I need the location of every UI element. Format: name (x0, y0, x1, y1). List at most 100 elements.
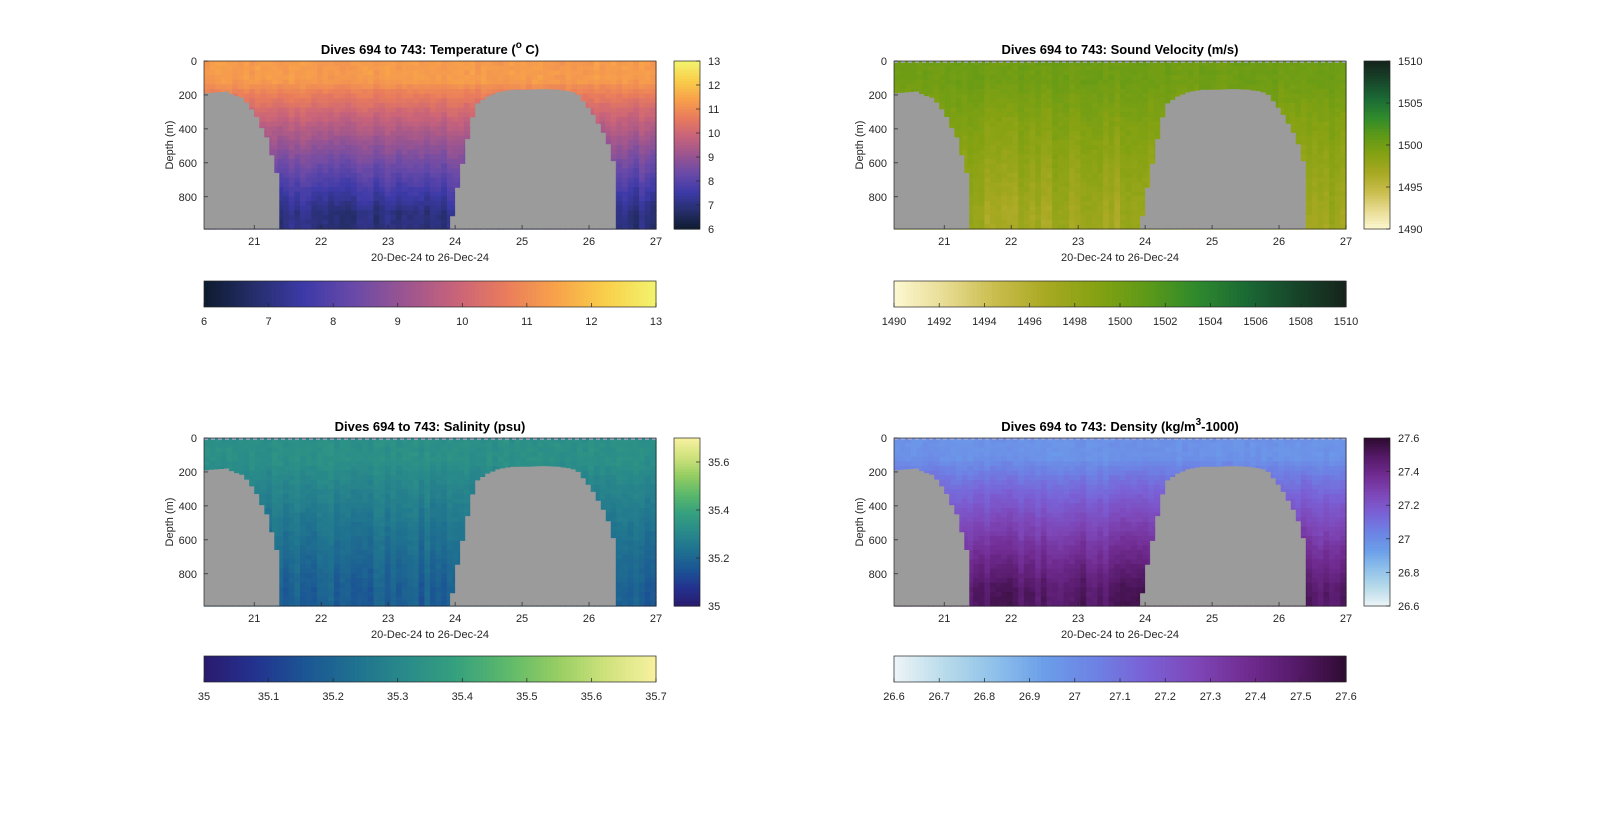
heatmap-cell (294, 61, 301, 67)
heatmap-cell (362, 215, 369, 221)
heatmap-cell (1159, 89, 1166, 95)
heatmap-cell (1018, 135, 1025, 141)
heatmap-cell (1114, 187, 1121, 193)
heatmap-cell (1086, 159, 1093, 165)
heatmap-cell (407, 159, 414, 165)
heatmap-cell (277, 215, 284, 221)
heatmap-cell (424, 121, 431, 127)
heatmap-cell (1120, 131, 1127, 137)
hcolorbar-segment (222, 281, 228, 307)
heatmap-cell (424, 210, 431, 216)
heatmap-cell (305, 205, 312, 211)
heatmap-cell (254, 112, 262, 118)
heatmap-cell (424, 61, 431, 67)
heatmap-cell (345, 84, 352, 90)
heatmap-cell (430, 61, 437, 67)
heatmap-cell (424, 177, 431, 183)
heatmap-cell (1080, 149, 1087, 155)
heatmap-cell (294, 65, 301, 71)
heatmap-cell (283, 215, 290, 221)
heatmap-cell (610, 70, 618, 76)
heatmap-cell (1035, 173, 1042, 179)
heatmap-cell (350, 112, 358, 118)
heatmap-cell (413, 205, 420, 211)
heatmap-cell (260, 112, 267, 118)
heatmap-cell (413, 201, 420, 207)
heatmap-cell (1057, 79, 1065, 85)
heatmap-cell (317, 182, 324, 188)
heatmap-cell (984, 224, 991, 230)
heatmap-cell (1131, 182, 1138, 188)
heatmap-cell (328, 187, 335, 193)
heatmap-cell (430, 117, 437, 123)
heatmap-cell (1069, 182, 1076, 188)
heatmap-cell (1103, 103, 1110, 109)
heatmap-cell (565, 79, 572, 85)
heatmap-cell (961, 61, 969, 67)
heatmap-cell (333, 107, 341, 113)
heatmap-cell (1097, 75, 1104, 81)
heatmap-cell (260, 117, 267, 123)
heatmap-cell (492, 65, 499, 71)
heatmap-cell (1125, 75, 1132, 81)
heatmap-cell (317, 187, 324, 193)
heatmap-cell (1007, 191, 1014, 197)
heatmap-cell (995, 196, 1002, 202)
heatmap-cell (254, 75, 262, 81)
heatmap-cell (446, 177, 454, 183)
heatmap-cell (322, 79, 329, 85)
heatmap-cell (1007, 210, 1014, 216)
heatmap-cell (582, 70, 589, 76)
heatmap-cell (1052, 168, 1059, 174)
heatmap-cell (441, 149, 448, 155)
heatmap-cell (610, 149, 618, 155)
heatmap-cell (294, 196, 301, 202)
heatmap-cell (627, 126, 634, 132)
heatmap-cell (503, 61, 510, 67)
heatmap-cell (967, 210, 974, 216)
heatmap-cell (1097, 224, 1104, 230)
heatmap-cell (616, 196, 623, 202)
hcolorbar-segment (301, 281, 307, 307)
heatmap-cell (446, 112, 454, 118)
heatmap-cell (1103, 154, 1110, 160)
heatmap-cell (1080, 187, 1087, 193)
heatmap-cell (441, 89, 448, 95)
heatmap-cell (622, 219, 629, 225)
heatmap-cell (294, 79, 301, 85)
heatmap-cell (1069, 79, 1076, 85)
heatmap-cell (576, 84, 584, 90)
heatmap-cell (379, 224, 386, 230)
heatmap-cell (317, 93, 324, 99)
heatmap-cell (961, 121, 969, 127)
heatmap-cell (1114, 154, 1121, 160)
heatmap-cell (950, 84, 957, 90)
heatmap-cell (995, 177, 1002, 183)
heatmap-cell (605, 112, 612, 118)
heatmap-cell (333, 75, 341, 81)
heatmap-cell (260, 70, 267, 76)
heatmap-cell (317, 154, 324, 160)
hcolorbar-segment (230, 281, 235, 307)
heatmap-cell (345, 163, 352, 169)
heatmap-cell (226, 65, 233, 71)
heatmap-cell (356, 89, 363, 95)
heatmap-cell (283, 145, 290, 151)
heatmap-cell (650, 145, 657, 151)
heatmap-cell (616, 93, 623, 99)
hcolorbar-segment (298, 281, 303, 307)
heatmap-cell (345, 93, 352, 99)
heatmap-cell (424, 159, 431, 165)
heatmap-cell (1018, 187, 1025, 193)
heatmap-cell (350, 121, 358, 127)
heatmap-cell (345, 103, 352, 109)
heatmap-cell (961, 117, 969, 123)
heatmap-cell (1046, 191, 1053, 197)
heatmap-cell (1001, 93, 1008, 99)
heatmap-cell (294, 75, 301, 81)
heatmap-cell (961, 93, 969, 99)
heatmap-cell (322, 177, 329, 183)
heatmap-cell (1040, 168, 1048, 174)
heatmap-cell (1035, 93, 1042, 99)
heatmap-cell (1057, 182, 1065, 188)
